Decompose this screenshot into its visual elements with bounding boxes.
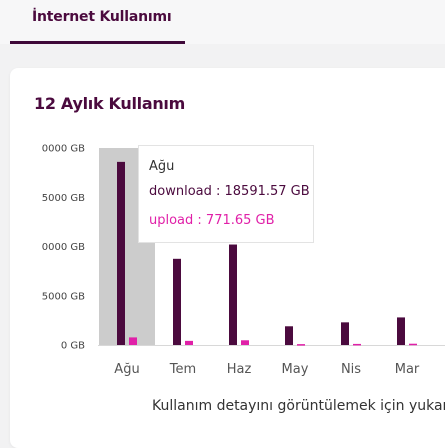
footer-hint: Kullanım detayını görüntülemek için yuka… xyxy=(152,398,445,414)
x-tick-label: Haz xyxy=(227,362,252,377)
y-tick-label: 0 GB xyxy=(61,341,85,352)
bar-upload-Ağu[interactable] xyxy=(129,337,137,345)
bar-upload-Haz[interactable] xyxy=(241,340,249,345)
tooltip-download: download : 18591.57 GB xyxy=(149,184,310,199)
bar-download-Ağu[interactable] xyxy=(117,161,125,345)
x-tick-label: Mar xyxy=(395,362,420,377)
bar-download-Tem[interactable] xyxy=(173,258,181,345)
card-title: 12 Aylık Kullanım xyxy=(34,94,185,113)
bar-download-Mar[interactable] xyxy=(397,317,405,345)
bar-upload-Nis[interactable] xyxy=(353,343,361,346)
y-tick-label: 5000 GB xyxy=(42,193,85,204)
tooltip-upload: upload : 771.65 GB xyxy=(149,213,275,228)
bar-upload-May[interactable] xyxy=(297,344,305,346)
y-tick-label: 0000 GB xyxy=(42,242,85,253)
top-bar: İnternet Kullanımı xyxy=(0,0,445,44)
bar-download-Nis[interactable] xyxy=(341,322,349,345)
tab-internet-usage[interactable]: İnternet Kullanımı xyxy=(10,0,185,44)
bar-download-Haz[interactable] xyxy=(229,244,237,345)
bar-upload-Mar[interactable] xyxy=(409,343,417,346)
bar-upload-Tem[interactable] xyxy=(185,340,193,345)
x-tick-label: May xyxy=(282,362,309,377)
usage-card: 12 Aylık Kullanım xyxy=(10,68,445,448)
bar-download-May[interactable] xyxy=(285,326,293,345)
tab-label: İnternet Kullanımı xyxy=(32,9,172,25)
y-tick-label: 5000 GB xyxy=(42,291,85,302)
tooltip-month: Ağu xyxy=(149,159,175,174)
chart-tooltip: Ağu download : 18591.57 GB upload : 771.… xyxy=(138,145,314,243)
y-tick-label: 0000 GB xyxy=(42,144,85,155)
tab-active-indicator xyxy=(10,41,185,44)
usage-bar-chart[interactable]: 0000 GB 5000 GB 0000 GB 5000 GB 0 GB Ağu Tem Ha… xyxy=(0,0,445,438)
x-tick-label: Tem xyxy=(169,362,196,377)
x-tick-label: Nis xyxy=(341,362,361,377)
x-tick-label: Ağu xyxy=(114,362,139,377)
